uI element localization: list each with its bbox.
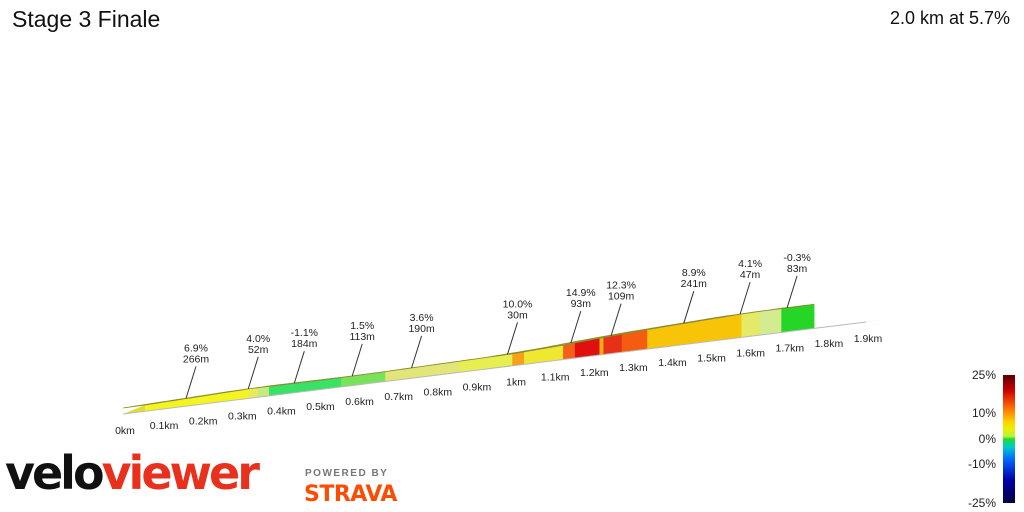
strava-logo[interactable]: STRAVA — [304, 482, 397, 507]
legend-label-minus-10: -10% — [967, 457, 996, 471]
annotation-gradient: 4.1% — [738, 258, 762, 270]
annotation-leader — [411, 335, 423, 369]
annotation-length: 266m — [183, 353, 210, 365]
annotation-length: 83m — [787, 263, 808, 275]
profile-segment — [563, 342, 576, 360]
annotation-length: 241m — [681, 278, 708, 290]
page-title: Stage 3 Finale — [12, 6, 161, 32]
veloviewer-logo[interactable]: veloviewer — [5, 450, 260, 496]
profile-segment — [269, 377, 342, 396]
annotation-gradient: 14.9% — [566, 287, 596, 299]
annotation-length: 47m — [740, 269, 761, 281]
x-tick-label: 0.1km — [150, 420, 179, 432]
annotation-length: 109m — [608, 291, 635, 303]
annotation-leader — [570, 310, 582, 344]
legend-label-10: 10% — [971, 406, 996, 420]
x-tick-label: 0.4km — [267, 406, 296, 418]
x-tick-label: 0.2km — [189, 415, 218, 427]
annotation-leader — [351, 343, 363, 377]
profile-segment — [248, 387, 259, 399]
annotation-leader — [786, 275, 798, 308]
profile-segment — [759, 307, 782, 336]
annotation-length: 52m — [248, 344, 269, 356]
annotation-leader — [739, 281, 751, 315]
annotation-gradient: 4.0% — [246, 333, 270, 345]
x-tick-label: 1.3km — [619, 362, 648, 374]
annotation-gradient: 12.3% — [606, 280, 636, 292]
annotation-length: 93m — [571, 298, 592, 310]
annotation-length: 190m — [408, 323, 435, 335]
climb-summary: 2.0 km at 5.7% — [889, 8, 1010, 28]
profile-segment — [599, 337, 605, 356]
gradient-color-scale — [1003, 375, 1015, 503]
distance-track — [122, 319, 888, 415]
x-tick-label: 0.9km — [463, 381, 492, 393]
x-tick-label: 0.8km — [424, 386, 453, 398]
x-tick-label: 1.1km — [541, 372, 570, 384]
annotation-leader — [293, 351, 305, 384]
x-tick-label: 0.7km — [384, 391, 413, 403]
profile-segments — [123, 303, 815, 414]
logo-velo-text: velo — [5, 446, 105, 500]
profile-segment — [781, 303, 815, 333]
profile-top-edge — [122, 303, 815, 409]
annotation-leader — [247, 356, 259, 390]
profile-segment — [741, 311, 761, 338]
x-tick-label: 0km — [115, 425, 135, 437]
annotation-gradient: 10.0% — [503, 298, 533, 310]
x-tick-label: 1.7km — [776, 343, 805, 355]
gradient-annotations: 6.9%266m 4.0%52m -1.1%184m 1.5%113m 3.6%190m… — [183, 252, 811, 399]
x-tick-label: 0.6km — [345, 396, 374, 408]
profile-ridge — [122, 303, 815, 409]
logo-viewer-text: viewer — [101, 446, 260, 500]
legend-label-0: 0% — [978, 432, 996, 446]
annotation-gradient: 3.6% — [410, 312, 434, 324]
x-tick-label: 0.3km — [228, 411, 257, 423]
profile-segment — [385, 360, 461, 382]
x-tick-label: 1.9km — [854, 333, 883, 345]
annotation-length: 113m — [349, 331, 375, 343]
x-tick-label: 1.4km — [658, 357, 687, 369]
x-tick-label: 1.2km — [580, 367, 609, 379]
distance-tick-labels: 0km 0.1km 0.2km 0.3km 0.4km 0.5km 0.6km 0.7km 0.… — [115, 333, 882, 437]
powered-by-label: POWERED BY — [305, 468, 389, 479]
x-tick-label: 1.8km — [815, 338, 844, 350]
legend-label-minus-25: -25% — [967, 496, 996, 510]
annotation-leader — [610, 303, 622, 336]
legend-label-25: 25% — [971, 368, 996, 382]
annotation-length: 30m — [507, 309, 528, 321]
annotation-leader — [683, 291, 695, 324]
annotation-gradient: -0.3% — [783, 252, 810, 264]
annotation-length: 184m — [291, 338, 318, 350]
x-tick-label: 0.5km — [306, 401, 335, 413]
annotation-gradient: 1.5% — [350, 320, 374, 332]
annotation-gradient: -1.1% — [291, 327, 318, 339]
annotation-leader — [185, 366, 197, 399]
annotation-gradient: 8.9% — [682, 267, 706, 279]
track-front-edge — [122, 321, 867, 415]
x-tick-label: 1.6km — [736, 348, 765, 360]
x-tick-label: 1.5km — [697, 352, 726, 364]
annotation-leader — [507, 322, 518, 355]
x-tick-label: 1km — [506, 377, 526, 389]
annotation-gradient: 6.9% — [184, 342, 208, 354]
